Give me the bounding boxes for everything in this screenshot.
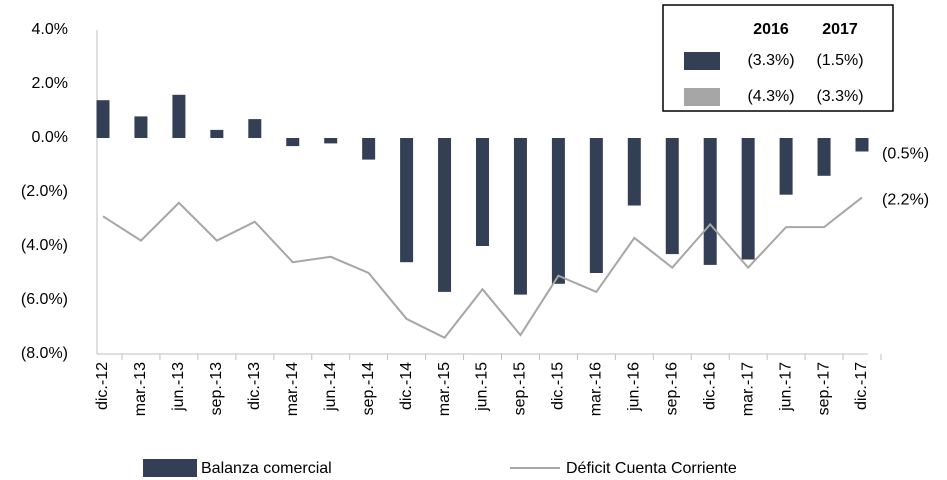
bar bbox=[627, 138, 641, 206]
data-label: (2.2%) bbox=[882, 192, 929, 209]
bar bbox=[703, 138, 717, 265]
y-tick-label: (8.0%) bbox=[21, 345, 68, 362]
bar bbox=[324, 138, 338, 144]
x-tick-label: jun.-14 bbox=[322, 362, 339, 412]
x-tick-label: dic.-17 bbox=[853, 362, 870, 410]
legend-table-header: 2016 bbox=[753, 21, 789, 38]
legend-table-cell: (3.3%) bbox=[816, 88, 863, 105]
x-tick-label: mar.-14 bbox=[284, 362, 301, 416]
bar bbox=[779, 138, 793, 195]
data-label: (0.5%) bbox=[882, 146, 929, 163]
x-tick-label: dic.-15 bbox=[550, 362, 567, 410]
legend-table-cell: (1.5%) bbox=[816, 52, 863, 69]
x-tick-label: mar.-16 bbox=[588, 362, 605, 416]
bar bbox=[96, 100, 110, 138]
legend-table-header: 2017 bbox=[822, 21, 858, 38]
bar bbox=[438, 138, 452, 292]
bar bbox=[362, 138, 376, 160]
y-tick-label: 0.0% bbox=[32, 129, 68, 146]
x-tick-label: mar.-13 bbox=[132, 362, 149, 416]
bar bbox=[551, 138, 565, 284]
bar bbox=[589, 138, 603, 273]
y-tick-label: (2.0%) bbox=[21, 183, 68, 200]
x-tick-label: jun.-15 bbox=[474, 362, 491, 412]
bar bbox=[134, 116, 148, 138]
bar bbox=[476, 138, 489, 246]
bar bbox=[286, 138, 300, 147]
x-tick-label: dic.-14 bbox=[398, 362, 415, 410]
y-tick-label: (6.0%) bbox=[21, 291, 68, 308]
legend-table-swatch bbox=[684, 88, 720, 106]
legend-label: Balanza comercial bbox=[201, 460, 332, 477]
x-tick-label: mar.-15 bbox=[436, 362, 453, 416]
x-tick-label: dic.-13 bbox=[246, 362, 263, 410]
legend-table-cell: (3.3%) bbox=[747, 52, 794, 69]
bar bbox=[210, 129, 224, 138]
bar bbox=[665, 138, 679, 255]
y-tick-label: 2.0% bbox=[32, 75, 68, 92]
bar bbox=[400, 138, 414, 263]
legend-label: Déficit Cuenta Corriente bbox=[566, 460, 737, 477]
bar bbox=[817, 138, 831, 176]
bar bbox=[248, 119, 262, 138]
x-tick-label: sep.-13 bbox=[208, 362, 225, 415]
bar bbox=[513, 138, 527, 295]
x-tick-label: mar.-17 bbox=[739, 362, 756, 416]
x-tick-label: jun.-13 bbox=[170, 362, 187, 412]
x-tick-label: sep.-15 bbox=[512, 362, 529, 415]
x-tick-label: jun.-17 bbox=[777, 362, 794, 412]
y-tick-label: (4.0%) bbox=[21, 237, 68, 254]
x-tick-label: sep.-14 bbox=[360, 362, 377, 415]
legend-table-swatch bbox=[684, 52, 720, 70]
legend-table-cell: (4.3%) bbox=[747, 88, 794, 105]
legend-swatch bbox=[143, 459, 197, 477]
line bbox=[102, 196, 863, 340]
x-tick-label: sep.-17 bbox=[815, 362, 832, 415]
bar bbox=[855, 138, 869, 152]
x-tick-label: jun.-16 bbox=[626, 362, 643, 412]
bar bbox=[172, 94, 186, 138]
y-tick-label: 4.0% bbox=[32, 21, 68, 38]
x-tick-label: sep.-16 bbox=[663, 362, 680, 415]
x-tick-label: dic.-16 bbox=[701, 362, 718, 410]
bar bbox=[741, 138, 755, 260]
x-tick-label: dic.-12 bbox=[94, 362, 111, 410]
